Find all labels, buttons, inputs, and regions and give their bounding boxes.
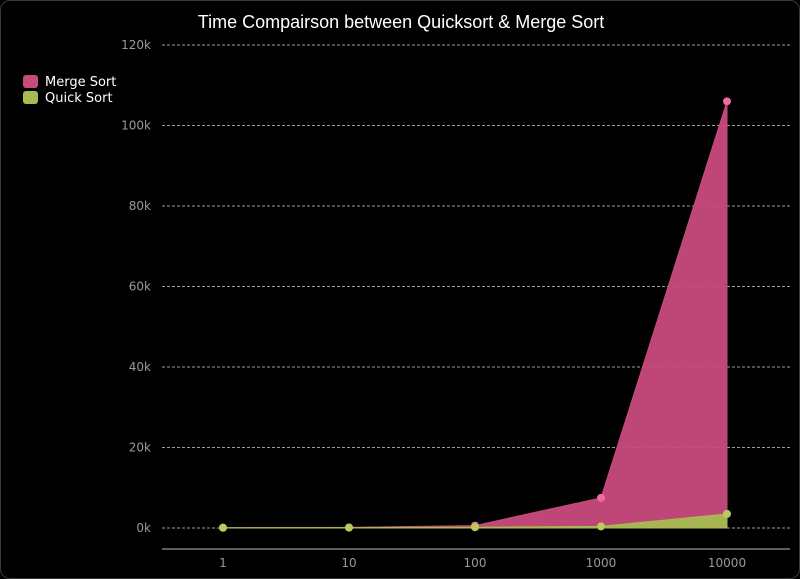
y-axis-ticks: 0k 20k 40k 60k 80k 100k 120k <box>121 38 151 535</box>
y-tick-label: 120k <box>121 38 151 52</box>
chart-title: Time Compairson between Quicksort & Merg… <box>198 12 605 32</box>
x-tick-label: 10 <box>341 556 356 570</box>
y-tick-label: 40k <box>129 360 151 374</box>
area-merge-sort <box>222 101 728 529</box>
point-merge-sort-3[interactable] <box>597 493 605 502</box>
point-quick-sort-0[interactable] <box>219 523 227 532</box>
point-quick-sort-4[interactable] <box>723 509 731 518</box>
y-tick-label: 0k <box>136 521 151 535</box>
legend-label[interactable]: Quick Sort <box>45 91 113 106</box>
y-tick-label: 100k <box>121 119 151 133</box>
y-tick-label: 20k <box>129 441 151 455</box>
point-quick-sort-2[interactable] <box>471 523 479 532</box>
x-tick-label: 100 <box>464 556 487 570</box>
legend-swatch <box>23 91 38 104</box>
x-tick-label: 1000 <box>586 556 617 570</box>
series-markers <box>219 97 731 532</box>
series-areas <box>222 101 728 529</box>
area-quick-sort <box>222 513 728 529</box>
legend-label[interactable]: Merge Sort <box>45 75 116 90</box>
y-tick-label: 80k <box>129 199 151 213</box>
x-axis-ticks: 1 10 100 1000 10000 <box>219 556 746 570</box>
point-quick-sort-1[interactable] <box>345 523 353 532</box>
point-merge-sort-4[interactable] <box>723 97 731 106</box>
point-quick-sort-3[interactable] <box>597 522 605 531</box>
y-tick-label: 60k <box>129 280 151 294</box>
x-tick-label: 1 <box>219 556 227 570</box>
legend-swatch <box>23 75 38 88</box>
x-tick-label: 10000 <box>708 556 746 570</box>
